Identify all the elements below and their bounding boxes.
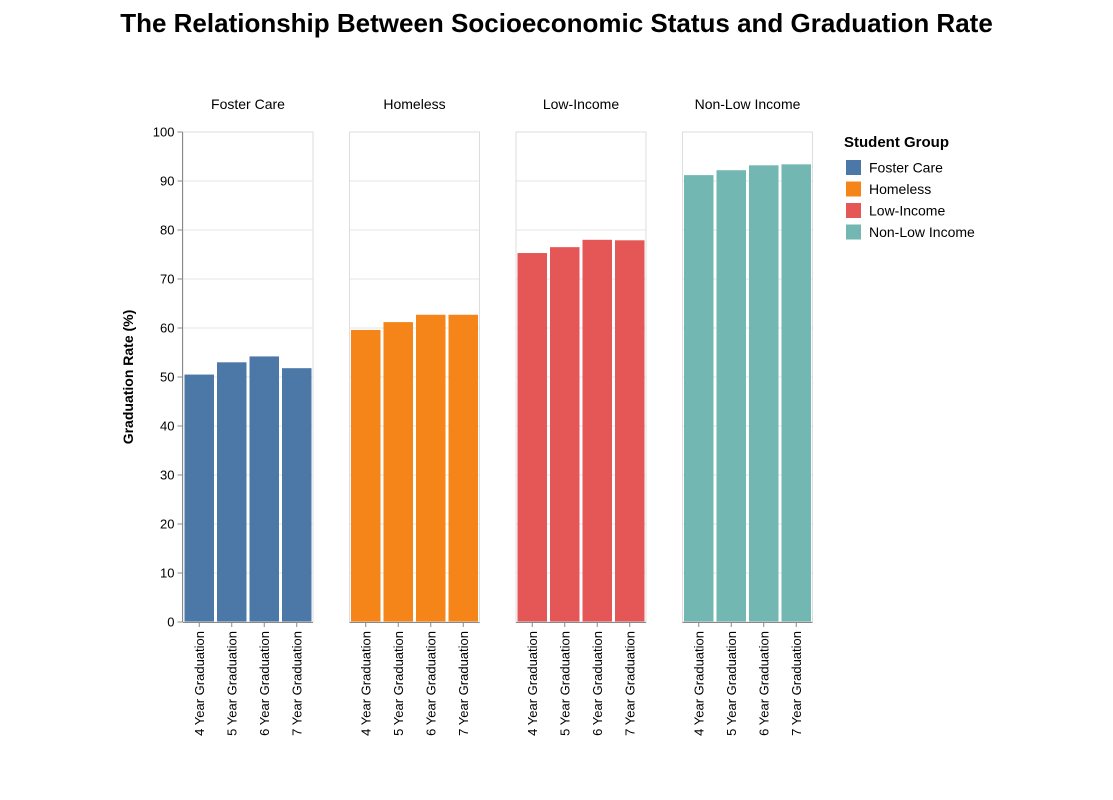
y-tick-label: 80 [160,223,174,238]
bar [383,322,413,622]
bar-layer [184,164,811,623]
x-tick-label: 4 Year Graduation [691,631,706,736]
legend-swatch [846,160,861,175]
x-tick-label: 7 Year Graduation [789,631,804,736]
legend-label: Homeless [869,181,931,197]
y-tick-label: 20 [160,517,174,532]
y-tick-label: 100 [153,125,175,140]
y-axis-title: Graduation Rate (%) [120,310,136,445]
x-tick-label: 5 Year Graduation [724,631,739,736]
x-tick-label: 4 Year Graduation [192,631,207,736]
x-tick-label: 5 Year Graduation [557,631,572,736]
x-tick-label: 6 Year Graduation [257,631,272,736]
y-tick-label: 30 [160,468,174,483]
legend-label: Foster Care [869,160,943,176]
x-tick-label: 7 Year Graduation [622,631,637,736]
legend: Student Group Foster Care Homeless Low-Inco… [844,134,975,240]
bar [249,356,279,622]
axis-layer [177,131,813,627]
x-tick-label: 6 Year Graduation [590,631,605,736]
facet-header: Low-Income [543,96,619,112]
y-tick-label: 10 [160,566,174,581]
legend-title: Student Group [844,134,949,151]
x-tick-label: 5 Year Graduation [391,631,406,736]
legend-label: Non-Low Income [869,224,975,240]
y-tick-label: 60 [160,321,174,336]
bar [416,314,446,622]
x-tick-label: 4 Year Graduation [358,631,373,736]
facet-header: Homeless [383,96,445,112]
y-tick-label: 40 [160,419,174,434]
bar [781,164,811,622]
x-tick-label: 7 Year Graduation [289,631,304,736]
bar [684,175,714,622]
bar [351,329,381,622]
y-tick-label: 90 [160,174,174,189]
legend-label: Low-Income [869,203,945,219]
bar [517,253,547,622]
bar [716,170,746,622]
bar [582,239,612,623]
bar [217,362,247,622]
y-tick-label: 0 [167,615,174,630]
x-tick-label: 4 Year Graduation [525,631,540,736]
facet-header: Non-Low Income [695,96,801,112]
bar [615,240,645,623]
chart-title: The Relationship Between Socioeconomic S… [120,8,993,38]
x-tick-label: 5 Year Graduation [224,631,239,736]
label-layer: Foster Care 4 Year Graduation 5 Year Gradu… [120,96,804,736]
bar [282,368,312,622]
bar [184,374,214,622]
x-tick-label: 6 Year Graduation [423,631,438,736]
legend-swatch [846,203,861,218]
legend-swatch [846,224,861,240]
x-tick-label: 7 Year Graduation [456,631,471,736]
bar [448,314,478,622]
x-tick-label: 6 Year Graduation [756,631,771,736]
legend-swatch [846,181,861,197]
y-tick-label: 70 [160,272,174,287]
bar [550,247,580,622]
facet-header: Foster Care [211,96,285,112]
bar [749,165,779,622]
y-tick-label: 50 [160,370,174,385]
